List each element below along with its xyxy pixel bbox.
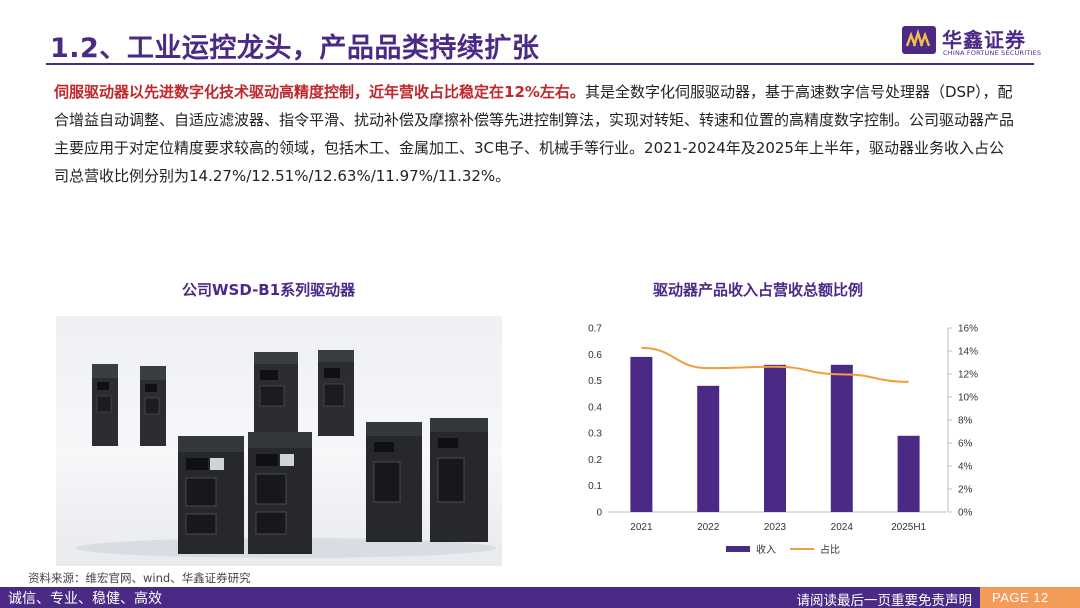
left-axis-tick-label: 0.2	[588, 455, 602, 466]
footer-bar: 诚信、专业、稳健、高效 请阅读最后一页重要免责声明 PAGE 12	[0, 587, 1080, 608]
right-axis-tick-label: 6%	[958, 439, 973, 450]
legend-bar-swatch	[726, 546, 750, 552]
revenue-bar	[697, 385, 720, 512]
left-axis-tick-label: 0.6	[588, 350, 602, 361]
intro-paragraph: 伺服驱动器以先进数字化技术驱动高精度控制，近年营收占比稳定在12%左右。其是全数…	[54, 78, 1014, 190]
x-axis-tick-label: 2023	[764, 522, 787, 533]
left-axis-tick-label: 0	[596, 508, 602, 519]
right-panel-title: 驱动器产品收入占营收总额比例	[653, 281, 864, 299]
revenue-bar	[764, 364, 786, 512]
x-axis-tick-label: 2021	[630, 522, 653, 533]
x-axis-tick-label: 2022	[697, 522, 720, 533]
right-axis-tick-label: 12%	[958, 370, 978, 381]
left-panel-title: 公司WSD-B1系列驱动器	[182, 281, 356, 299]
footer-slogan: 诚信、专业、稳健、高效	[8, 591, 162, 607]
legend-line-label: 占比	[820, 543, 840, 556]
revenue-share-chart: 0 0.1 0.2 0.3 0.4 0.5 0.6 0.7 0% 2% 4% 6% 8% 10% 12% 1…	[588, 324, 978, 557]
legend-bar-label: 收入	[756, 543, 776, 556]
highlight-statement: 以先进数字化技术驱动高精度控制，近年营收占比稳定在12%左右。	[129, 83, 585, 101]
left-axis-tick-label: 0.5	[588, 376, 602, 387]
source-note: 资料来源：维宏官网、wind、华鑫证券研究	[28, 571, 251, 585]
footer-disclaimer: 请阅读最后一页重要免责声明	[796, 593, 973, 608]
left-axis-tick-label: 0.7	[588, 324, 602, 335]
left-axis-tick-label: 0.3	[588, 429, 602, 440]
highlight-product: 伺服驱动器	[54, 83, 130, 101]
right-axis-tick-label: 4%	[958, 462, 973, 473]
x-axis-tick-label: 2024	[831, 522, 854, 533]
right-axis-tick-label: 2%	[958, 485, 973, 496]
intro-body: 其是全数字化伺服驱动器，基于高速数字信号处理器（DSP），配合增益自动调整、自适…	[54, 83, 1015, 185]
title-divider	[46, 63, 1034, 65]
page-title: 1.2、工业运控龙头，产品品类持续扩张	[50, 33, 540, 64]
share-line-series	[641, 346, 909, 383]
logo-text-cn: 华鑫证券	[942, 28, 1026, 52]
right-axis-tick-label: 16%	[958, 324, 978, 335]
right-axis-tick-label: 8%	[958, 416, 973, 427]
right-axis-tick-label: 14%	[958, 347, 978, 358]
left-axis-tick-label: 0.4	[588, 402, 602, 413]
revenue-bar	[830, 364, 853, 512]
right-axis-tick-label: 0%	[958, 508, 973, 519]
logo-text-en: CHINA FORTUNE SECURITIES	[943, 49, 1042, 57]
company-logo: 华鑫证券 CHINA FORTUNE SECURITIES	[902, 24, 1042, 60]
page-number: PAGE 12	[980, 587, 1080, 608]
x-axis-tick-label: 2025H1	[891, 522, 926, 533]
revenue-bar	[630, 356, 653, 512]
logo-mark-icon	[902, 26, 936, 54]
right-axis-tick-label: 10%	[958, 393, 978, 404]
left-axis-tick-label: 0.1	[588, 481, 602, 492]
revenue-bar	[897, 435, 920, 512]
product-photo	[56, 316, 502, 566]
drive-unit	[92, 364, 118, 446]
